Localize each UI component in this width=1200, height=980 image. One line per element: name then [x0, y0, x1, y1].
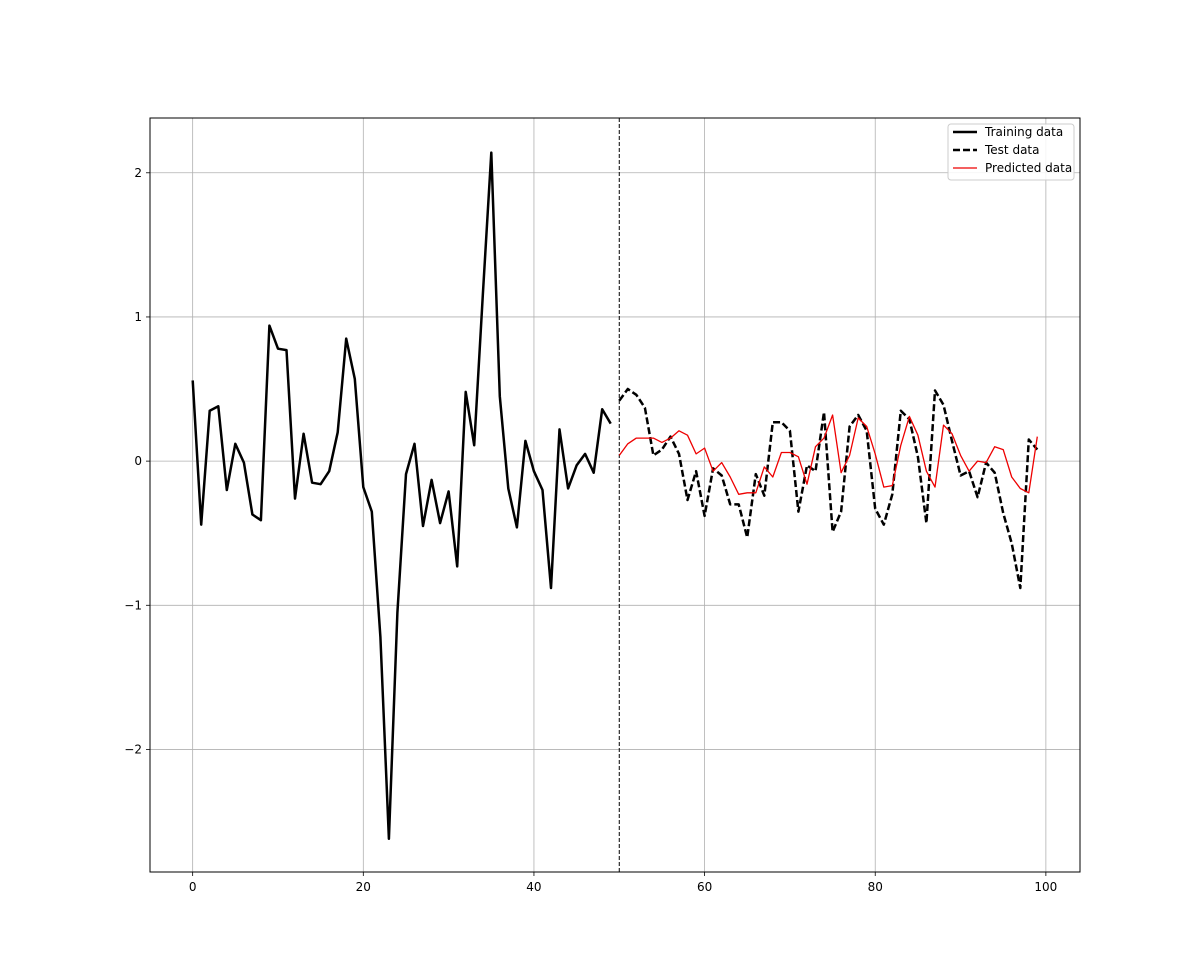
series-predicted-data-line	[618, 414, 1038, 495]
legend-box	[947, 123, 1075, 181]
legend-label-test: Test data	[984, 143, 1039, 157]
x-tick-label: 20	[356, 880, 371, 894]
grid-lines	[150, 118, 1080, 872]
y-tick-label: 2	[134, 166, 142, 180]
y-tick-label: −2	[124, 742, 142, 756]
plot-area-frame	[149, 117, 1081, 873]
series-training-data-line	[191, 151, 612, 841]
x-tick-label: 100	[1034, 880, 1057, 894]
y-tick-label: 0	[134, 454, 142, 468]
x-tick-label: 60	[697, 880, 712, 894]
x-tick-label: 0	[189, 880, 197, 894]
legend: Training data Test data Predicted data	[947, 123, 1075, 181]
legend-label-predicted: Predicted data	[985, 161, 1072, 175]
series-test-data-line	[618, 387, 1039, 590]
series-lines	[191, 151, 1039, 841]
y-tick-label: −1	[124, 598, 142, 612]
x-tick-label: 80	[868, 880, 883, 894]
x-tick-label: 40	[526, 880, 541, 894]
x-axis: 0 20 40 60 80 100	[189, 872, 1057, 894]
y-tick-label: 1	[134, 310, 142, 324]
legend-label-training: Training data	[984, 125, 1063, 139]
y-axis: −2 −1 0 1 2	[124, 166, 150, 756]
